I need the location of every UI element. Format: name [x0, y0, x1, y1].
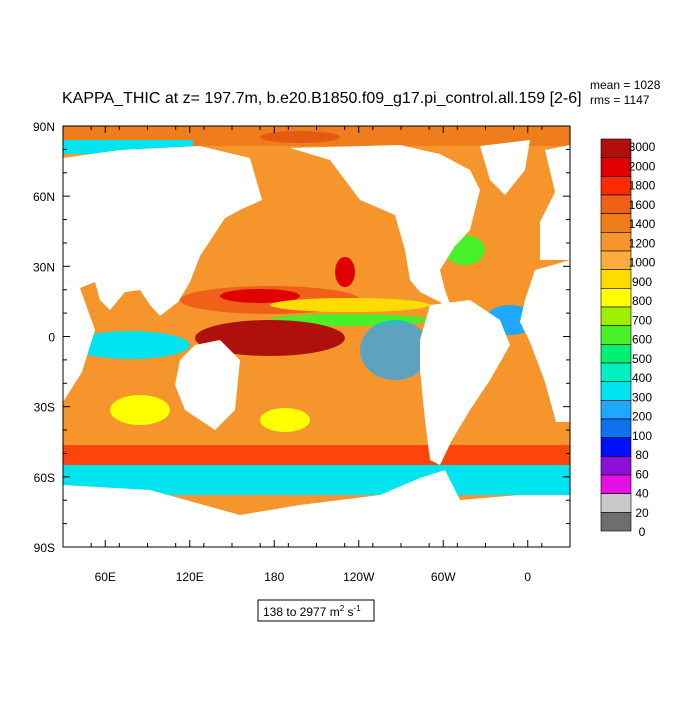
colorbar-box: [600, 306, 632, 326]
colorbar-box: [600, 325, 632, 345]
colorbar-box: [600, 232, 632, 252]
colorbar-box: [600, 381, 632, 401]
colorbar-label: 900: [632, 275, 652, 289]
lat-label: 60S: [34, 471, 55, 485]
lon-label: 0: [524, 570, 531, 584]
lat-label: 90S: [34, 541, 55, 555]
colorbar-label: 100: [632, 429, 652, 443]
range-text: s: [344, 605, 353, 619]
colorbar-label: 0: [639, 525, 646, 539]
colorbar-label: 600: [632, 333, 652, 347]
colorbar-box: [600, 288, 632, 308]
lat-label: 30S: [34, 401, 55, 415]
colorbar-label: 700: [632, 313, 652, 327]
arctic-core: [260, 131, 340, 143]
lon-label: 120E: [176, 570, 204, 584]
lat-label: 60N: [33, 190, 55, 204]
colorbar-label: 80: [635, 448, 649, 462]
colorbar-label: 20: [635, 506, 649, 520]
colorbar-box: [600, 176, 632, 196]
range-box: [257, 599, 375, 622]
indian-yellow: [110, 395, 170, 425]
colorbar-box: [600, 437, 632, 457]
colorbar-label: 500: [632, 352, 652, 366]
colorbar-label: 1400: [629, 217, 656, 231]
southern-ocean-red: [63, 445, 570, 465]
colorbar-box: [600, 493, 632, 513]
colorbar-label: 1000: [629, 256, 656, 270]
colorbar-label: 400: [632, 371, 652, 385]
colorbar-box: [600, 362, 632, 382]
lat-label: 90N: [33, 120, 55, 134]
mean-stat: mean = 1028: [590, 78, 661, 92]
lon-label: 120W: [343, 570, 375, 584]
map: [62, 125, 571, 548]
hawaii-core: [335, 257, 355, 287]
colorbar-box: [600, 194, 632, 214]
land: [63, 140, 570, 547]
colorbar-label: 1200: [629, 236, 656, 250]
colorbar-box: [600, 400, 632, 420]
colorbar-box: [600, 418, 632, 438]
lon-label: 60E: [95, 570, 116, 584]
range-label: 138 to 2977 m2 s-1: [263, 604, 361, 619]
colorbar-box: [600, 269, 632, 289]
lat-label: 30N: [33, 260, 55, 274]
colorbar-box: [600, 512, 632, 532]
colorbar-label: 300: [632, 390, 652, 404]
colorbar-box: [600, 138, 632, 158]
east-pacific-blue: [360, 320, 430, 380]
colorbar-box: [600, 474, 632, 494]
lon-label: 60W: [431, 570, 456, 584]
colorbar-label: 2000: [629, 159, 656, 173]
colorbar-box: [600, 344, 632, 364]
colorbar-box: [600, 157, 632, 177]
colorbar-box: [600, 213, 632, 233]
lon-label: 180: [264, 570, 284, 584]
indian-cyan: [70, 331, 190, 359]
colorbar-label: 40: [635, 487, 649, 501]
colorbar-box: [600, 250, 632, 270]
colorbar-label: 1800: [629, 179, 656, 193]
range-sup: 2: [340, 604, 345, 613]
colorbar-box: [600, 456, 632, 476]
eq-yellow: [270, 298, 430, 312]
rms-stat: rms = 1147: [590, 93, 650, 107]
eq-pacific-core: [195, 320, 345, 356]
range-sup: -1: [354, 604, 362, 613]
pacific-yellow: [260, 408, 310, 432]
colorbar-label: 60: [635, 467, 649, 481]
colorbar-label: 800: [632, 294, 652, 308]
colorbar-label: 200: [632, 410, 652, 424]
north-pacific-core: [220, 289, 300, 303]
range-text: 138 to 2977 m: [263, 605, 340, 619]
map-title: KAPPA_THIC at z= 197.7m, b.e20.B1850.f09…: [62, 90, 582, 107]
lat-label: 0: [48, 331, 55, 345]
colorbar-label: 1600: [629, 198, 656, 212]
colorbar-label: 3000: [629, 140, 656, 154]
